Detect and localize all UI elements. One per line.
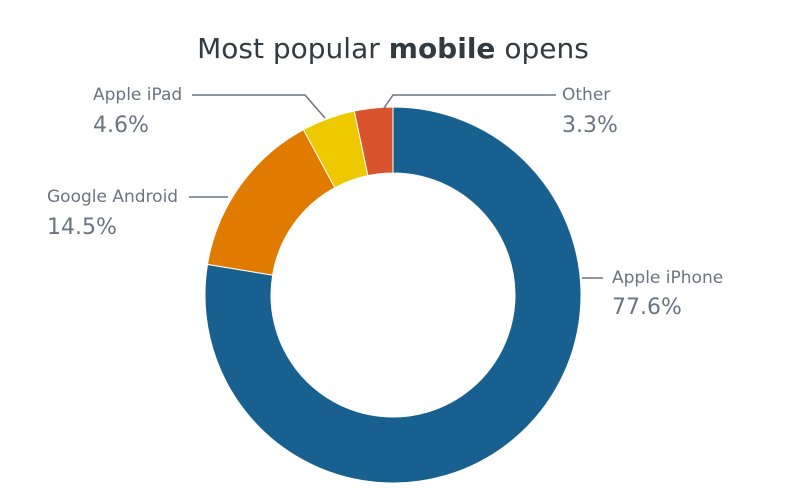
- legend-label: Apple iPad: [93, 85, 182, 105]
- donut-slice: [204, 106, 582, 484]
- leader-line: [192, 94, 326, 119]
- data-label: 77.6%: [612, 295, 682, 320]
- leader-line: [383, 94, 556, 109]
- legend-label: Google Android: [47, 187, 178, 207]
- title-part: opens: [504, 32, 588, 65]
- data-label: 4.6%: [93, 113, 149, 138]
- chart-title: Most popular mobile opens: [197, 32, 589, 65]
- donut-slice: [353, 106, 394, 177]
- title-part: mobile: [389, 32, 496, 65]
- data-label: 3.3%: [562, 113, 618, 138]
- title-part: Most popular: [197, 32, 380, 65]
- legend-label: Other: [562, 85, 610, 105]
- data-label: 14.5%: [47, 215, 117, 240]
- legend-label: Apple iPhone: [612, 268, 723, 288]
